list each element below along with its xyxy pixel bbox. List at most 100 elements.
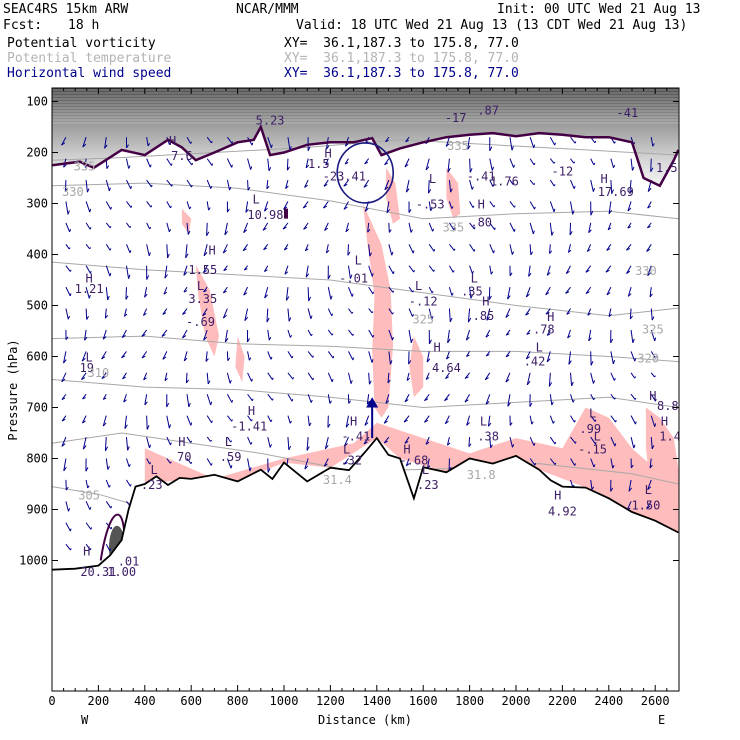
wind-vector [322, 201, 329, 209]
wind-vector [166, 458, 171, 464]
wind-vector-head [264, 269, 268, 272]
wind-vector [408, 286, 414, 293]
wind-vector [125, 287, 127, 300]
wind-vector-head [630, 464, 634, 469]
wind-vector-head [205, 358, 209, 362]
wind-vector [529, 436, 535, 446]
wind-vector-head [89, 208, 92, 213]
wind-vector [368, 372, 370, 385]
wind-vector [183, 265, 188, 276]
wind-vector [567, 244, 572, 253]
pv-value-label: 17.69 [598, 185, 634, 199]
wind-vector-head [103, 397, 107, 400]
wind-vector-head [344, 462, 348, 465]
wind-vector-head [615, 420, 617, 423]
pv-value-label: 10.98 [247, 208, 283, 222]
wind-vector-head [310, 333, 313, 336]
wind-vector-head [289, 420, 292, 424]
x-end-label-west: W [81, 713, 89, 727]
wind-vector [182, 308, 188, 315]
wind-vector-head [124, 313, 128, 317]
wind-vector-head [110, 505, 113, 509]
wind-vector [304, 179, 309, 188]
wind-vector [529, 137, 535, 149]
wind-vector [267, 137, 272, 149]
wind-vector-head [203, 336, 208, 341]
wind-vector-head [61, 378, 66, 383]
wind-vector [464, 393, 471, 403]
wind-vector-head [230, 465, 233, 469]
wind-vector-head [646, 248, 651, 252]
wind-vector-head [428, 189, 432, 194]
wind-vector-head [331, 333, 334, 336]
wind-vector-head [304, 465, 309, 470]
org-label: NCAR/MMM [236, 2, 299, 17]
wind-vector-head [245, 208, 249, 213]
wind-vector [146, 222, 151, 230]
wind-vector [343, 179, 349, 187]
pv-value-label: -1.41 [231, 419, 267, 433]
wind-vector-head [606, 292, 611, 296]
wind-vector-head [190, 422, 193, 426]
high-marker: H [661, 414, 668, 428]
wind-vector-head [525, 312, 530, 316]
wind-vector-head [312, 377, 314, 381]
wind-vector [287, 329, 291, 338]
wind-vector [549, 222, 553, 236]
wind-vector-head [585, 291, 590, 295]
wind-vector-head [149, 462, 152, 465]
wind-vector-head [392, 336, 394, 341]
wind-vector-head [449, 317, 453, 323]
wind-vector-head [590, 210, 594, 216]
wind-vector [266, 179, 269, 189]
stratosphere-shading [52, 88, 679, 186]
wind-vector-head [546, 272, 551, 276]
wind-vector [226, 458, 232, 469]
wind-vector-head [652, 143, 655, 147]
wind-vector [104, 308, 107, 319]
wind-vector [267, 158, 270, 171]
wind-vector-head [168, 424, 172, 429]
wind-vector-head [109, 248, 112, 251]
wind-vector [529, 458, 536, 466]
wind-vector [203, 265, 208, 273]
wind-vector-head [148, 252, 151, 256]
wind-vector [368, 286, 374, 295]
wind-vector [307, 308, 312, 319]
wind-vector-head [87, 485, 90, 489]
wind-vector-head [69, 229, 72, 233]
wind-vector [163, 286, 168, 295]
wind-vector [406, 372, 410, 381]
wind-vector [469, 158, 471, 173]
wind-vector [344, 158, 349, 165]
wind-vector [226, 372, 231, 384]
pv-value-label: .99 [579, 422, 601, 436]
pv-fill-patch [144, 407, 679, 533]
wind-vector-head [243, 292, 248, 296]
wind-vector-head [467, 317, 472, 323]
wind-vector-head [613, 378, 616, 381]
wind-vector [146, 458, 151, 465]
wind-vector [85, 201, 91, 213]
wind-vector [144, 394, 148, 406]
wind-vector [427, 180, 430, 194]
wind-vector-head [347, 251, 351, 256]
wind-vector [264, 287, 269, 299]
wind-vector [287, 393, 293, 402]
wind-vector [384, 179, 390, 190]
wind-vector-head [472, 205, 475, 208]
wind-vector-head [326, 145, 330, 150]
pv-value-label: -.15 [578, 442, 607, 456]
pv-fill-patch [645, 407, 679, 520]
wind-vector-head [129, 484, 132, 487]
wind-vector [123, 394, 127, 403]
pv-value-label: 1.00 [107, 565, 136, 579]
wind-vector [206, 201, 210, 211]
wind-vector-head [308, 296, 311, 302]
wind-vector [383, 415, 390, 424]
wind-vector [404, 158, 410, 168]
wind-vector [485, 394, 491, 405]
wind-vector [509, 137, 513, 151]
wind-vector-head [63, 164, 67, 168]
wind-vector [425, 436, 430, 445]
